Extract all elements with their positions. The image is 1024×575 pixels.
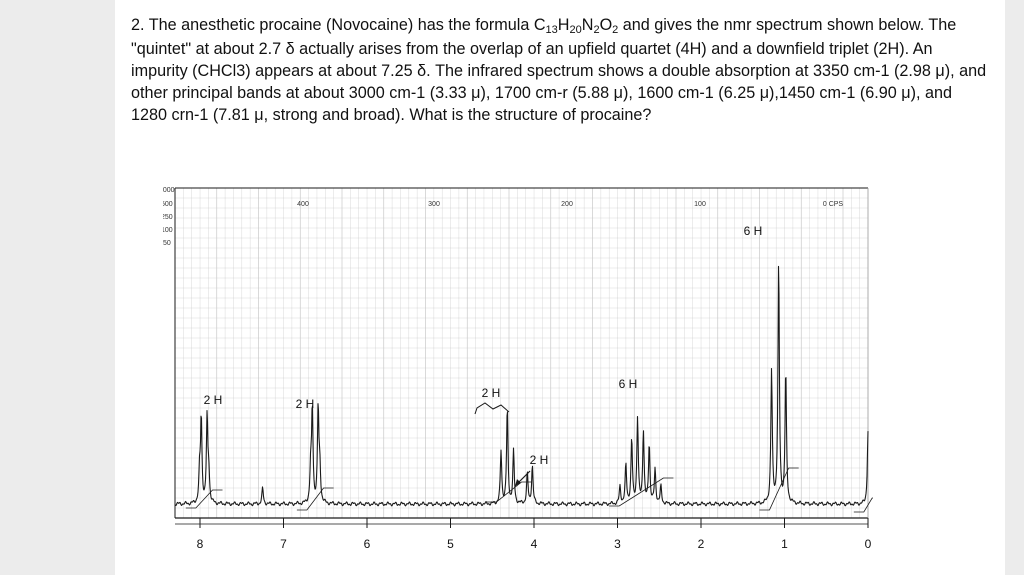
formula-subscript: 2 (593, 24, 600, 36)
sweep-label: 250 (163, 214, 173, 221)
cps-axis: 400 300 200 100 0 CPS (297, 201, 843, 208)
sweep-label: 500 (163, 201, 173, 208)
cps-label: 400 (297, 201, 309, 208)
peak-label-quartet: 6 H (619, 377, 638, 391)
cps-label: 100 (694, 201, 706, 208)
formula-subscript: 13 (545, 24, 558, 36)
question-text-part: H (557, 16, 570, 34)
annotations (474, 402, 531, 487)
formula-subscript: 20 (569, 24, 582, 36)
ppm-tick-label: 7 (280, 537, 287, 551)
question-text-part: The anesthetic procaine (Novocaine) has … (148, 16, 546, 34)
integral-step (759, 467, 799, 511)
ppm-tick-label: 3 (614, 537, 621, 551)
cps-label: 200 (561, 201, 573, 208)
amine-arrowhead (515, 479, 521, 486)
question-text-part: and gives the nmr spectrum shown below. … (131, 16, 987, 124)
question-text: 2. The anesthetic procaine (Novocaine) h… (131, 14, 991, 126)
integral-step (486, 481, 532, 503)
integral-marks (185, 467, 873, 513)
document-page: 2. The anesthetic procaine (Novocaine) h… (115, 0, 1005, 575)
integral-step (185, 489, 223, 509)
integral-step (853, 497, 873, 513)
peak-label-aromatic-a: 2 H (204, 393, 223, 407)
question-paragraph: 2. The anesthetic procaine (Novocaine) h… (131, 14, 991, 126)
triplet-bracket (474, 402, 510, 415)
ppm-tick-label: 5 (447, 537, 454, 551)
ppm-tick-label: 6 (364, 537, 371, 551)
question-number: 2. (131, 16, 145, 34)
peak-label-amine: 2 H (530, 453, 549, 467)
formula-subscript: 2 (612, 24, 619, 36)
question-text-part: O (599, 16, 613, 34)
cps-label: 0 CPS (823, 201, 844, 208)
nmr-trace (174, 265, 869, 507)
question-text-part: N (581, 16, 594, 34)
cps-label: 300 (428, 201, 440, 208)
ppm-tick-label: 0 (865, 537, 872, 551)
sweep-label: 100 (163, 227, 173, 234)
integral-step (296, 487, 334, 511)
ppm-tick-label: 8 (197, 537, 204, 551)
chart-frame (174, 187, 869, 525)
peak-label-triplet: 2 H (482, 386, 501, 400)
peak-label-methyl: 6 H (744, 224, 763, 238)
chart-grid (174, 187, 868, 519)
peak-labels: 2 H 2 H 2 H 2 H 6 H 6 H (204, 224, 763, 467)
sweep-label: 50 (163, 240, 171, 247)
ppm-axis: 8 7 6 5 4 3 2 1 0 (197, 518, 872, 551)
peak-label-aromatic-b: 2 H (296, 397, 315, 411)
ppm-tick-label: 4 (531, 537, 538, 551)
ppm-tick-label: 1 (781, 537, 788, 551)
ppm-tick-label: 2 (698, 537, 705, 551)
integral-step (609, 477, 674, 507)
